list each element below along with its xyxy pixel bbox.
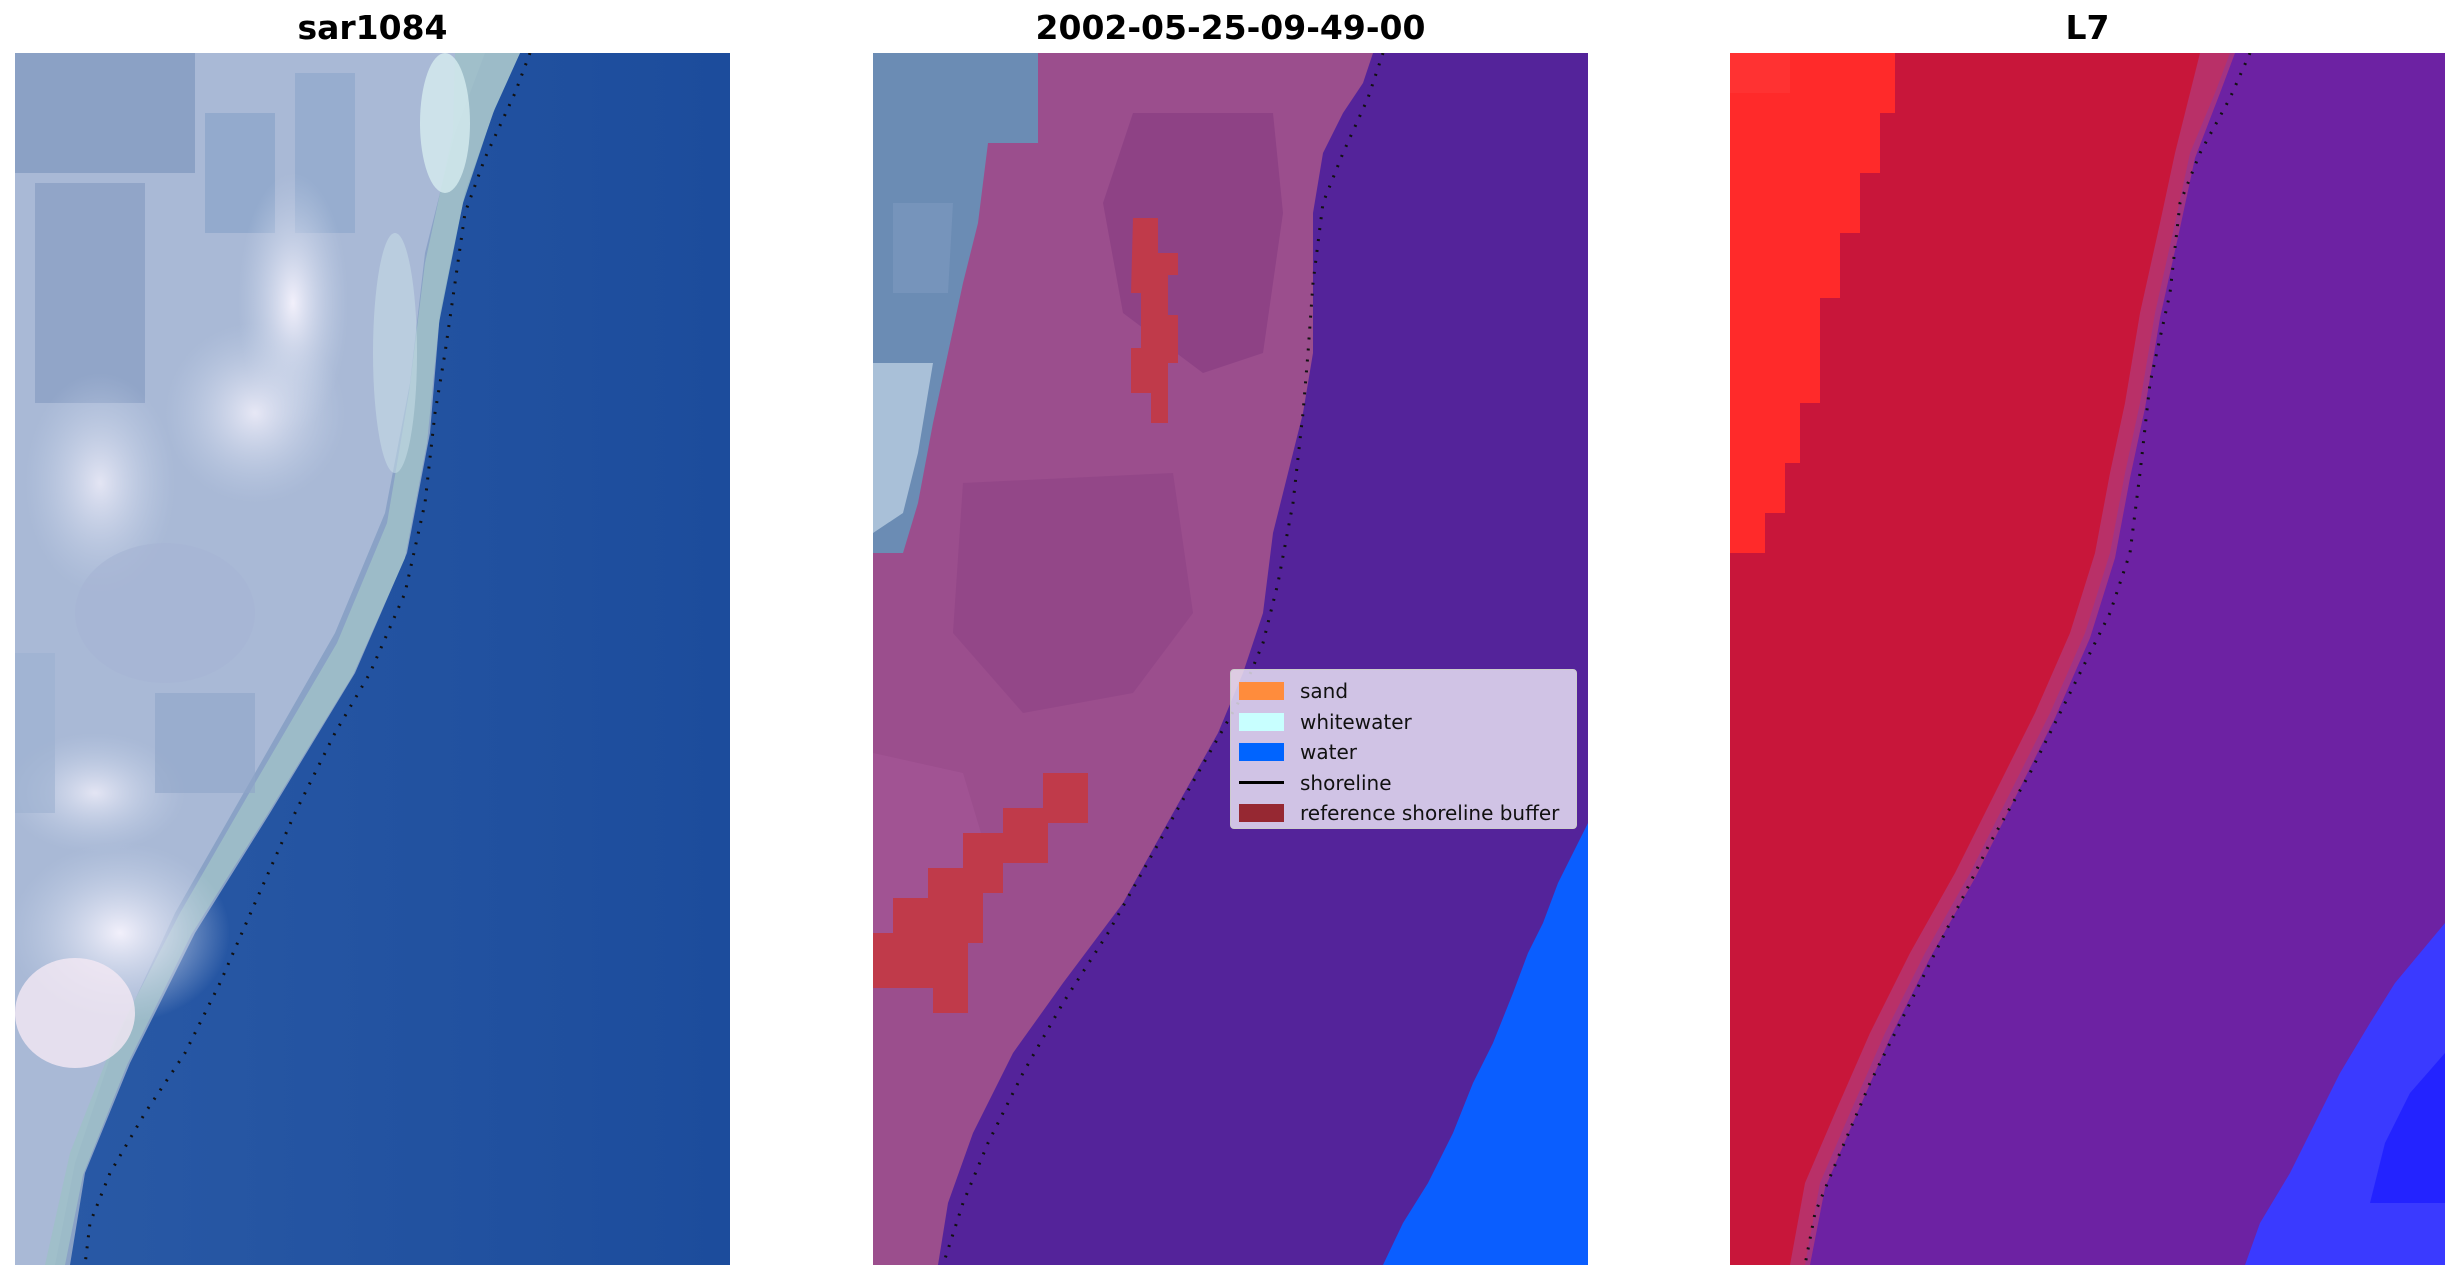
sand-swatch	[1239, 682, 1284, 701]
bright-land-strip	[1730, 53, 1895, 553]
shoreline-dotted	[941, 53, 1385, 1265]
index-image	[1730, 53, 2445, 1265]
classified-image	[873, 53, 1588, 1265]
legend-label: sand	[1300, 679, 1349, 704]
legend-label: whitewater	[1300, 709, 1412, 734]
legend-entry-sand: sand	[1239, 676, 1568, 707]
legend-entry-buffer: reference shoreline buffer	[1239, 798, 1568, 829]
water-swatch	[1239, 743, 1284, 762]
legend-label: reference shoreline buffer	[1300, 801, 1560, 826]
bright-water-region	[1383, 823, 1588, 1265]
legend-label: shoreline	[1300, 770, 1392, 795]
legend-entry-water: water	[1239, 737, 1568, 768]
buffer-overlay	[1131, 218, 1178, 423]
buffer-overlay-lower	[873, 773, 1088, 1013]
panel-title-classified: 2002-05-25-09-49-00	[1035, 8, 1426, 47]
legend: sand whitewater water shoreline referenc…	[1230, 669, 1577, 829]
shoreline-line-swatch	[1239, 781, 1284, 785]
legend-label: water	[1300, 740, 1357, 765]
shoreline-dotted	[1803, 53, 2252, 1265]
whitewater-swatch	[1239, 712, 1284, 731]
legend-entry-shoreline: shoreline	[1239, 768, 1568, 799]
panel-title-index: L7	[2065, 8, 2110, 47]
index-land	[1730, 53, 2230, 1265]
legend-entry-whitewater: whitewater	[1239, 707, 1568, 738]
panel-title-rgb: sar1084	[297, 8, 448, 47]
rgb-satellite-image	[15, 53, 730, 1265]
buffer-swatch	[1239, 804, 1284, 823]
